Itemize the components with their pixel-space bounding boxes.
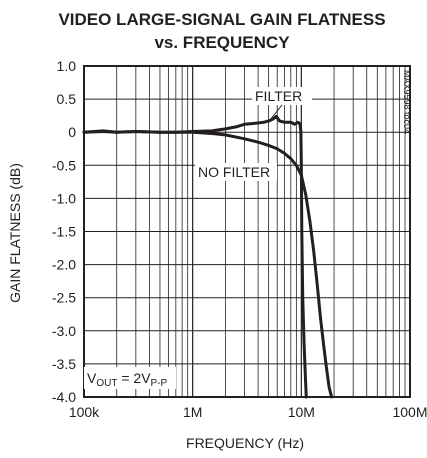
condition-label: VOUT = 2VP-P xyxy=(87,370,168,389)
x-axis-ticks: 100k 1M 10M 100M xyxy=(69,404,427,420)
filter-leader-line xyxy=(269,104,283,121)
y-axis-label: GAIN FLATNESS (dB) xyxy=(7,163,23,303)
filter-label-bg xyxy=(252,87,312,105)
series-layer xyxy=(82,114,334,399)
x-tick-label: 100M xyxy=(392,404,427,420)
condition-label-bg xyxy=(84,367,176,389)
series-line-no-filter xyxy=(82,129,334,399)
y-tick-label: -2.5 xyxy=(52,290,76,306)
grid-major xyxy=(83,65,411,398)
y-tick-label: -4.0 xyxy=(52,389,76,405)
filter-label: FILTER xyxy=(255,88,302,104)
y-tick-label: -3.5 xyxy=(52,356,76,372)
x-tick-label: 10M xyxy=(288,404,315,420)
y-tick-label: 0 xyxy=(68,124,76,140)
figure-id: MAX9598 toc04 xyxy=(402,70,412,134)
y-tick-label: 1.0 xyxy=(57,58,77,74)
y-tick-label: -1.5 xyxy=(52,224,76,240)
series-line-filter xyxy=(82,114,308,399)
x-axis-label: FREQUENCY (Hz) xyxy=(186,435,304,451)
no-filter-label: NO FILTER xyxy=(198,164,270,180)
y-tick-label: -1.0 xyxy=(52,190,76,206)
plot-frame xyxy=(83,65,411,398)
y-axis-ticks: 1.0 0.5 0 -0.5 -1.0 -1.5 -2.0 -2.5 -3.0 -3.5 -4.0 xyxy=(52,58,76,405)
y-tick-label: 0.5 xyxy=(57,91,77,107)
no-filter-label-bg xyxy=(195,163,277,181)
x-tick-label: 100k xyxy=(69,404,100,420)
chart-title: VIDEO LARGE-SIGNAL GAIN FLATNESS xyxy=(58,10,385,29)
y-tick-label: -2.0 xyxy=(52,257,76,273)
y-tick-label: -0.5 xyxy=(52,157,76,173)
y-tick-label: -3.0 xyxy=(52,323,76,339)
x-tick-label: 1M xyxy=(183,404,202,420)
chart-subtitle: vs. FREQUENCY xyxy=(154,33,290,52)
